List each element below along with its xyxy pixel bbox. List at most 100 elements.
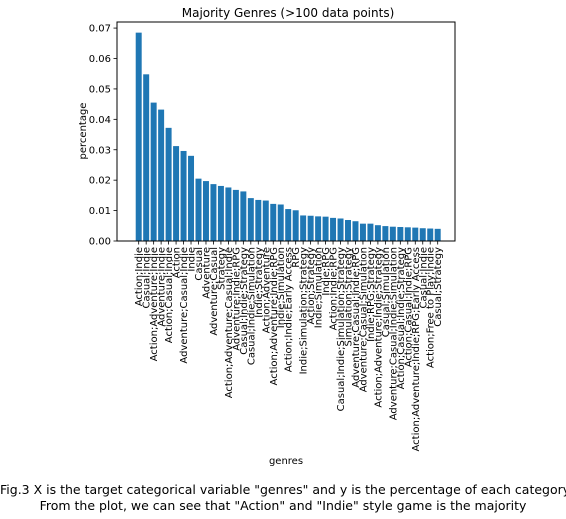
- x-tick-label: Adventure;Casual;Simulation: [358, 247, 369, 392]
- x-tick-label: Casual: [194, 247, 205, 281]
- figure-caption: Fig.3 X is the target categorical variab…: [0, 482, 566, 514]
- bar: [427, 228, 434, 241]
- x-tick-label: Action;Strategy: [306, 247, 317, 325]
- y-tick-label: 0.02: [89, 176, 111, 187]
- x-tick-label: Action;Adventure;Casual;Indie: [224, 247, 235, 398]
- x-tick-label: Casual;Indie: [418, 247, 429, 309]
- x-tick-label: Indie;RPG;Strategy: [366, 247, 377, 342]
- bar: [135, 32, 142, 242]
- x-tick-label: Casual;Indie;Simulation;Strategy: [336, 247, 347, 411]
- bar: [143, 74, 150, 241]
- x-tick-label: Action;Adventure;Indie: [149, 247, 160, 361]
- bar: [374, 225, 381, 241]
- x-tick-label: Action;Indie;RPG: [329, 247, 340, 330]
- bar: [307, 215, 314, 241]
- y-tick-label: 0.03: [89, 145, 111, 156]
- bar: [210, 184, 217, 241]
- bar: [247, 198, 254, 241]
- y-tick-label: 0.01: [89, 206, 111, 217]
- bar: [180, 150, 187, 241]
- bar: [389, 226, 396, 241]
- x-axis-label: genres: [269, 456, 303, 467]
- x-tick-label: Action;Indie;Early Access: [284, 247, 295, 372]
- x-tick-label: Adventure: [201, 247, 212, 299]
- bar: [404, 227, 411, 241]
- bar: [217, 185, 224, 241]
- bar: [165, 127, 172, 241]
- bar: [382, 226, 389, 241]
- x-tick-label: Casual;Indie;Strategy: [239, 247, 250, 355]
- x-tick-label: RPG: [291, 247, 302, 268]
- x-tick-label: Adventure;Casual;Indie;RPG: [351, 247, 362, 388]
- y-tick-label: 0.05: [89, 84, 111, 95]
- x-tick-label: Action;Casual;Indie;Strategy: [396, 247, 407, 389]
- bar: [225, 187, 232, 241]
- plot-frame: [116, 21, 456, 242]
- caption-line-1: Fig.3 X is the target categorical variab…: [0, 482, 566, 497]
- bar: [270, 203, 277, 241]
- bar: [412, 227, 419, 241]
- bar: [322, 216, 329, 241]
- x-tick-label: Casual;Indie: [142, 247, 153, 309]
- x-tick-label: Action;Adventure;Indie;RPG;Early Access: [411, 247, 422, 451]
- bar: [337, 218, 344, 241]
- bar: [359, 223, 366, 241]
- x-tick-label: Action;Adventure;Indie;RPG: [269, 247, 280, 385]
- x-tick-label: Action;Casual;Indie: [164, 247, 175, 343]
- x-tick-label: Adventure;Casual;Indie;Simulation: [388, 247, 399, 420]
- x-tick-label: Casual;Strategy: [433, 247, 444, 327]
- x-tick-label: Action;Casual;Indie;RPG: [403, 247, 414, 367]
- x-tick-label: Indie;RPG: [321, 247, 332, 296]
- bar: [255, 199, 262, 241]
- x-tick-label: Adventure;Indie: [157, 247, 168, 327]
- bar: [285, 209, 292, 241]
- x-tick-label: Casual;Indie;Simulation: [246, 247, 257, 365]
- caption-line-2: From the plot, we can see that "Action" …: [39, 498, 527, 513]
- bar: [419, 228, 426, 241]
- bar: [202, 181, 209, 241]
- x-tick-label: Action;Indie: [134, 247, 145, 306]
- y-axis-label: percentage: [78, 103, 89, 160]
- bar: [345, 220, 351, 241]
- x-tick-label: Indie;Simulation: [314, 247, 325, 328]
- x-tick-label: Action;Adventure;Indie;Strategy: [373, 247, 384, 408]
- x-tick-label: Strategy: [216, 247, 227, 290]
- bar: [150, 102, 157, 242]
- y-tick-label: 0.04: [89, 115, 111, 126]
- y-tick-label: 0.00: [89, 237, 111, 248]
- bar: [277, 204, 284, 241]
- y-tick-label: 0.06: [89, 54, 111, 65]
- bar: [188, 155, 195, 241]
- bar: [232, 189, 239, 241]
- bars-group: [135, 32, 441, 242]
- bar: [195, 178, 202, 241]
- bar: [292, 210, 299, 241]
- x-tick-label: Casual;Simulation: [381, 247, 392, 337]
- x-tick-label: Adventure;Casual: [209, 247, 220, 336]
- x-tick-label: Simulation;Strategy: [344, 247, 355, 347]
- bar: [367, 223, 374, 241]
- bar: [158, 109, 165, 241]
- bar: [352, 221, 359, 241]
- bar: [173, 146, 180, 241]
- bar-chart: Majority Genres (>100 data points) 0.000…: [78, 6, 456, 467]
- x-tick-label: Action;Free to Play;Indie: [426, 247, 437, 368]
- x-axis-ticks: Action;IndieCasual;IndieAction;Adventure…: [134, 241, 444, 451]
- x-tick-label: Adventure;Casual;Indie: [179, 247, 190, 364]
- chart-title: Majority Genres (>100 data points): [182, 6, 395, 20]
- y-tick-label: 0.07: [89, 24, 111, 35]
- x-tick-label: Indie: [187, 247, 198, 272]
- bar: [330, 217, 337, 241]
- bar: [262, 200, 269, 241]
- x-tick-label: Indie;Simulation: [276, 247, 287, 328]
- x-tick-label: Adventure;Indie;RPG: [231, 247, 242, 351]
- bar: [315, 216, 322, 241]
- x-tick-label: Action: [172, 247, 183, 278]
- bar: [397, 227, 404, 241]
- bar: [300, 215, 307, 241]
- y-axis-ticks: 0.00 0.01 0.02 0.03 0.04 0.05 0.06 0.07: [89, 24, 117, 248]
- x-tick-label: Indie;Simulation;Strategy: [299, 247, 310, 374]
- bar: [434, 228, 441, 241]
- bar: [240, 191, 247, 241]
- x-tick-label: Indie;Strategy: [254, 247, 265, 318]
